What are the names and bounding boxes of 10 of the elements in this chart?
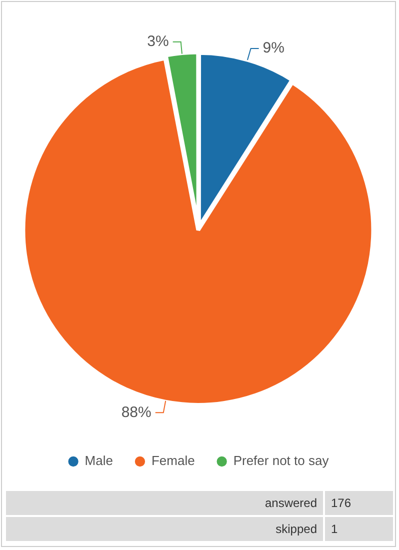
data-label: 88% [121,404,152,421]
legend-label: Male [84,453,113,468]
legend-label: Prefer not to say [233,453,330,468]
text: answered [6,491,325,515]
text: skipped [6,517,325,541]
text: 1 [325,517,393,541]
data-label: 3% [147,32,169,50]
legend-label: Female [151,453,195,468]
text: 176 [325,491,393,515]
data-label: 9% [262,40,284,57]
